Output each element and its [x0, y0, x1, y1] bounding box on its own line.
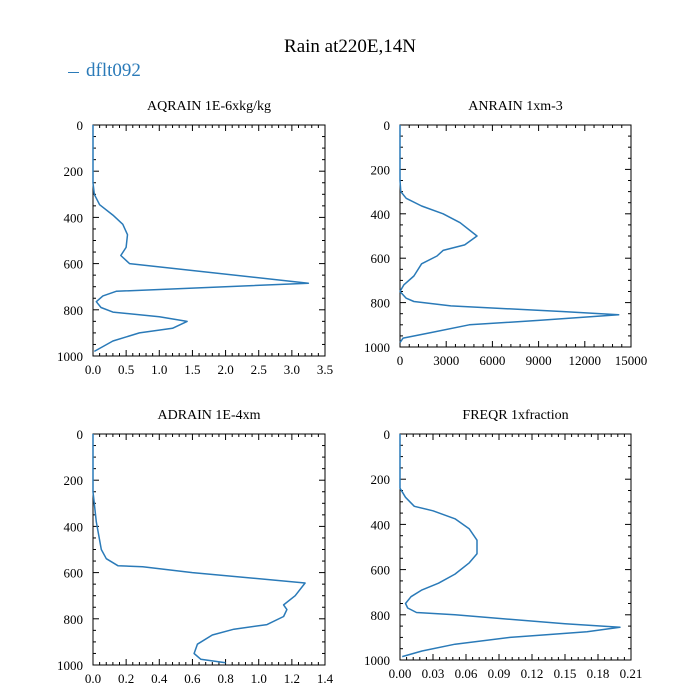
series-line-anrain	[399, 125, 620, 344]
y-tick-label-adrain: 400	[64, 519, 84, 534]
legend-line-swatch	[68, 71, 79, 73]
y-tick-label-anrain: 400	[371, 207, 391, 222]
x-tick-label-adrain: 1.2	[284, 671, 300, 686]
y-tick-label-freqr: 800	[371, 608, 391, 623]
y-tick-label-adrain: 600	[64, 566, 84, 581]
x-tick-label-adrain: 1.4	[317, 671, 334, 686]
y-tick-label-freqr: 1000	[364, 653, 390, 668]
page-title: Rain at220E,14N	[284, 36, 416, 57]
x-tick-label-freqr: 0.00	[389, 666, 412, 681]
series-line-freqr	[399, 434, 621, 658]
x-tick-label-aqrain: 2.0	[217, 362, 233, 377]
x-tick-label-freqr: 0.06	[455, 666, 478, 681]
x-tick-label-adrain: 0.0	[85, 671, 101, 686]
chart-adrain: ADRAIN 1E-4xm 0.0 0.2 0.4 0.6 0.8 1.0 1.2 1.4 0 20…	[57, 408, 334, 686]
chart-aqrain: AQRAIN 1E-6xkg/kg 0.0 0.5 1.0 1.5 2.0 2.5 3.0 3.…	[57, 99, 333, 377]
x-tick-label-anrain: 15000	[615, 353, 648, 368]
series-line-aqrain	[92, 125, 310, 353]
y-tick-label-anrain: 1000	[364, 340, 390, 355]
y-tick-label-anrain: 800	[371, 296, 391, 311]
x-tick-label-aqrain: 1.0	[151, 362, 167, 377]
x-tick-label-aqrain: 1.5	[184, 362, 200, 377]
x-tick-label-aqrain: 0.0	[85, 362, 101, 377]
x-tick-label-freqr: 0.03	[422, 666, 445, 681]
x-tick-label-aqrain: 2.5	[251, 362, 267, 377]
y-tick-label-aqrain: 600	[64, 257, 84, 272]
chart-title-aqrain: AQRAIN 1E-6xkg/kg	[147, 99, 271, 114]
chart-title-adrain: ADRAIN 1E-4xm	[157, 408, 260, 423]
y-tick-label-anrain: 200	[371, 162, 391, 177]
x-tick-label-aqrain: 3.5	[317, 362, 333, 377]
x-tick-label-freqr: 0.15	[554, 666, 577, 681]
y-tick-label-anrain: 600	[371, 251, 391, 266]
y-tick-label-aqrain: 1000	[57, 349, 83, 364]
x-tick-label-anrain: 9000	[526, 353, 552, 368]
x-tick-label-adrain: 1.0	[251, 671, 267, 686]
y-tick-label-anrain: 0	[384, 118, 391, 133]
y-tick-label-adrain: 800	[64, 612, 84, 627]
x-tick-label-adrain: 0.2	[118, 671, 134, 686]
y-tick-label-freqr: 400	[371, 517, 391, 532]
legend-label: dflt092	[86, 60, 141, 81]
x-tick-label-anrain: 6000	[479, 353, 505, 368]
y-tick-label-freqr: 0	[384, 427, 391, 442]
chart-title-anrain: ANRAIN 1xm-3	[468, 99, 563, 114]
chart-frame-adrain	[92, 433, 326, 666]
x-tick-label-anrain: 0	[397, 353, 404, 368]
x-tick-label-anrain: 3000	[433, 353, 459, 368]
y-tick-label-aqrain: 200	[64, 164, 84, 179]
y-tick-label-adrain: 1000	[57, 658, 83, 673]
x-tick-label-aqrain: 0.5	[118, 362, 134, 377]
y-tick-label-aqrain: 800	[64, 303, 84, 318]
chart-frame-aqrain	[92, 124, 326, 357]
series-line-adrain	[92, 434, 306, 664]
x-tick-label-adrain: 0.6	[184, 671, 201, 686]
y-tick-label-adrain: 0	[77, 427, 84, 442]
x-tick-label-freqr: 0.12	[521, 666, 544, 681]
chart-freqr: FREQR 1xfraction 0.00 0.03 0.06 0.09 0.12 0.15…	[364, 408, 642, 681]
x-tick-label-freqr: 0.21	[620, 666, 643, 681]
x-tick-label-freqr: 0.09	[488, 666, 511, 681]
chart-title-freqr: FREQR 1xfraction	[462, 408, 568, 423]
y-tick-label-aqrain: 400	[64, 210, 84, 225]
x-tick-label-adrain: 0.8	[217, 671, 233, 686]
x-tick-label-anrain: 12000	[569, 353, 602, 368]
y-tick-label-freqr: 200	[371, 472, 391, 487]
x-tick-label-freqr: 0.18	[587, 666, 610, 681]
y-tick-label-freqr: 600	[371, 563, 391, 578]
chart-anrain: ANRAIN 1xm-3 0 3000 6000 9000 12000 15000 0 200 4…	[364, 99, 647, 368]
x-tick-label-adrain: 0.4	[151, 671, 168, 686]
y-tick-label-adrain: 200	[64, 473, 84, 488]
y-tick-label-aqrain: 0	[77, 118, 84, 133]
x-tick-label-aqrain: 3.0	[284, 362, 300, 377]
legend: dflt092	[68, 60, 141, 82]
